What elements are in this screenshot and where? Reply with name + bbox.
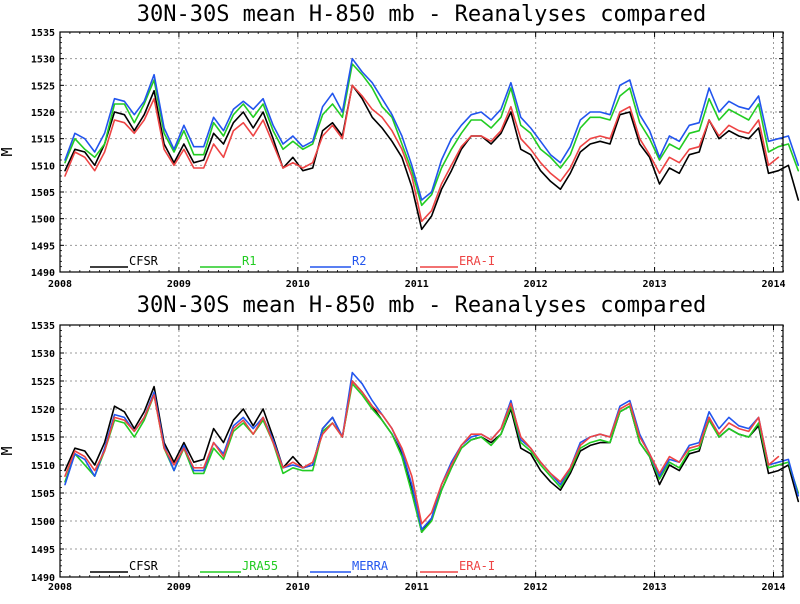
y-tick-label: 1510 xyxy=(31,161,55,172)
series-line-r1 xyxy=(64,63,800,207)
series-line-cfsr xyxy=(64,380,800,534)
chart-title: 30N-30S mean H-850 mb - Reanalyses compa… xyxy=(137,293,707,318)
y-axis-label: M xyxy=(0,147,16,156)
y-tick-label: 1505 xyxy=(31,489,55,500)
y-tick-label: 1490 xyxy=(31,573,55,584)
x-tick-label: 2011 xyxy=(405,279,429,290)
series-line-cfsr xyxy=(64,84,800,231)
y-tick-label: 1530 xyxy=(31,55,55,66)
legend-label-era-i: ERA-I xyxy=(459,559,495,573)
chart-panel-2: 30N-30S mean H-850 mb - Reanalyses compa… xyxy=(0,293,800,593)
x-tick-label: 2014 xyxy=(761,279,785,290)
x-tick-label: 2009 xyxy=(167,279,191,290)
x-tick-label: 2010 xyxy=(286,279,310,290)
legend-label-r2: R2 xyxy=(352,254,366,268)
x-tick-label: 2012 xyxy=(524,582,548,593)
chart-title: 30N-30S mean H-850 mb - Reanalyses compa… xyxy=(137,2,707,27)
y-tick-label: 1530 xyxy=(31,349,55,360)
y-tick-label: 1500 xyxy=(31,215,55,226)
y-tick-label: 1490 xyxy=(31,268,55,279)
y-tick-label: 1515 xyxy=(31,135,55,146)
legend-label-era-i: ERA-I xyxy=(459,254,495,268)
y-tick-label: 1535 xyxy=(31,28,55,39)
y-tick-label: 1520 xyxy=(31,405,55,416)
legend-label-cfsr: CFSR xyxy=(129,254,159,268)
x-tick-label: 2013 xyxy=(643,582,667,593)
y-tick-label: 1515 xyxy=(31,433,55,444)
y-tick-label: 1505 xyxy=(31,188,55,199)
plot-frame xyxy=(59,324,784,578)
y-tick-label: 1520 xyxy=(31,108,55,119)
legend-label-cfsr: CFSR xyxy=(129,559,159,573)
x-tick-label: 2014 xyxy=(761,582,785,593)
chart-panel-1: 30N-30S mean H-850 mb - Reanalyses compa… xyxy=(0,2,800,290)
x-tick-label: 2009 xyxy=(167,582,191,593)
legend-label-r1: R1 xyxy=(242,254,256,268)
y-axis-label: M xyxy=(0,446,16,455)
legend-label-merra: MERRA xyxy=(352,559,389,573)
series-line-r2 xyxy=(64,57,800,201)
x-tick-label: 2008 xyxy=(48,279,72,290)
y-tick-label: 1500 xyxy=(31,517,55,528)
x-tick-label: 2010 xyxy=(286,582,310,593)
series-line-era-i xyxy=(64,380,780,525)
x-tick-label: 2011 xyxy=(405,582,429,593)
legend-label-jra55: JRA55 xyxy=(242,559,278,573)
series-line-merra xyxy=(64,371,800,531)
y-tick-label: 1495 xyxy=(31,241,55,252)
y-tick-label: 1510 xyxy=(31,461,55,472)
x-tick-label: 2013 xyxy=(643,279,667,290)
plot-frame xyxy=(59,31,784,273)
y-tick-label: 1525 xyxy=(31,377,55,388)
y-tick-label: 1535 xyxy=(31,321,55,332)
series-line-era-i xyxy=(64,84,780,223)
y-tick-label: 1525 xyxy=(31,81,55,92)
series-line-jra55 xyxy=(64,382,800,534)
y-tick-label: 1495 xyxy=(31,545,55,556)
x-tick-label: 2012 xyxy=(524,279,548,290)
x-tick-label: 2008 xyxy=(48,582,72,593)
